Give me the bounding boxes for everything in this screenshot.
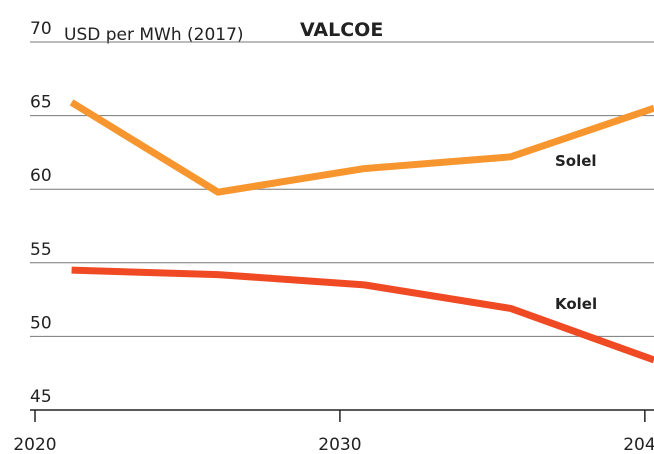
x-tick-label: 2040	[623, 435, 654, 454]
y-axis-label: USD per MWh (2017)	[64, 25, 244, 45]
y-tick-label: 50	[30, 313, 52, 333]
series-line	[69, 99, 654, 196]
x-tick-label: 2030	[318, 435, 361, 454]
y-tick-label: 55	[30, 240, 52, 260]
chart-title: VALCOE	[300, 19, 383, 41]
series-label: Solel	[555, 152, 597, 170]
y-tick-label: 65	[30, 93, 52, 113]
y-tick-label: 45	[30, 387, 52, 407]
x-tick-label: 2020	[13, 435, 56, 454]
series-line	[71, 266, 654, 364]
y-tick-label: 70	[30, 19, 52, 39]
y-tick-label: 60	[30, 166, 52, 186]
series-label: Kolel	[555, 295, 597, 313]
